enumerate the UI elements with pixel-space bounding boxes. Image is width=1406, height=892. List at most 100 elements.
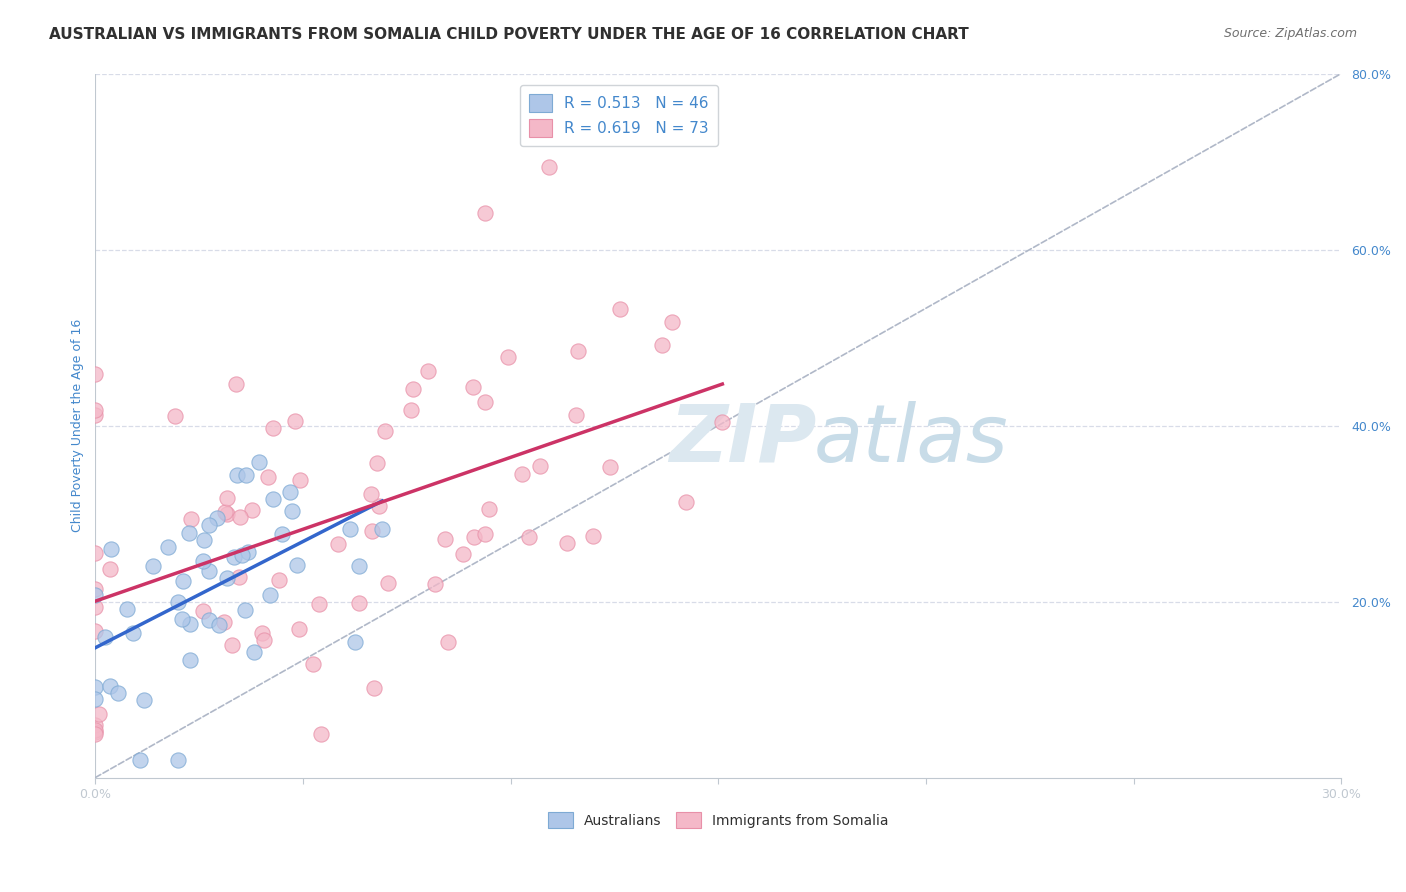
Point [129, 753, 152, 767]
Point [537, 161, 560, 175]
Point [84, 723, 107, 737]
Point [240, 503, 263, 517]
Point [343, 635, 366, 649]
Point [377, 576, 399, 591]
Point [347, 596, 370, 610]
Point [193, 533, 215, 547]
Point [374, 424, 396, 438]
Point [288, 473, 311, 487]
Point [262, 491, 284, 506]
Point [179, 525, 201, 540]
Point [269, 573, 291, 587]
Point [243, 645, 266, 659]
Point [212, 615, 235, 629]
Point [217, 491, 239, 505]
Point [436, 635, 458, 649]
Point [474, 394, 496, 409]
Point [94, 631, 117, 645]
Point [565, 408, 588, 422]
Point [284, 414, 307, 428]
Point [599, 460, 621, 475]
Point [228, 570, 250, 584]
Point [451, 547, 474, 561]
Point [84, 403, 107, 417]
Point [84, 546, 107, 560]
Point [167, 753, 190, 767]
Point [278, 484, 301, 499]
Point [179, 653, 201, 667]
Point [349, 558, 371, 573]
Point [711, 415, 734, 429]
Point [235, 467, 257, 482]
Point [675, 494, 697, 508]
Point [287, 622, 309, 636]
Point [262, 421, 284, 435]
Point [238, 544, 260, 558]
Point [84, 691, 107, 706]
Point [519, 530, 541, 544]
Point [215, 507, 238, 521]
Point [84, 624, 107, 639]
Point [271, 527, 294, 541]
Point [84, 408, 107, 422]
Point [84, 718, 107, 732]
Point [98, 679, 121, 693]
Point [651, 338, 673, 352]
Point [463, 530, 485, 544]
Point [309, 726, 332, 740]
Point [463, 380, 485, 394]
Point [157, 541, 180, 555]
Point [557, 536, 579, 550]
Point [249, 455, 271, 469]
Point [308, 597, 330, 611]
Legend: Australians, Immigrants from Somalia: Australians, Immigrants from Somalia [543, 806, 894, 834]
Point [193, 554, 215, 568]
Point [399, 403, 422, 417]
Point [198, 565, 221, 579]
Point [281, 504, 304, 518]
Point [257, 470, 280, 484]
Point [84, 588, 107, 602]
Point [285, 558, 308, 573]
Point [231, 548, 253, 562]
Point [208, 617, 231, 632]
Point [198, 517, 221, 532]
Point [222, 549, 245, 564]
Point [180, 512, 202, 526]
Point [423, 576, 446, 591]
Point [193, 604, 215, 618]
Point [107, 686, 129, 700]
Point [205, 510, 228, 524]
Text: atlas: atlas [814, 401, 1010, 479]
Point [221, 638, 243, 652]
Point [371, 522, 394, 536]
Point [167, 595, 190, 609]
Point [87, 706, 110, 721]
Point [416, 363, 439, 377]
Point [326, 537, 349, 551]
Text: Source: ZipAtlas.com: Source: ZipAtlas.com [1223, 27, 1357, 40]
Point [529, 458, 551, 473]
Point [179, 616, 201, 631]
Text: AUSTRALIAN VS IMMIGRANTS FROM SOMALIA CHILD POVERTY UNDER THE AGE OF 16 CORRELAT: AUSTRALIAN VS IMMIGRANTS FROM SOMALIA CH… [49, 27, 969, 42]
Point [134, 693, 156, 707]
Point [142, 558, 165, 573]
Point [84, 725, 107, 739]
Point [609, 301, 631, 316]
Point [214, 505, 236, 519]
Point [474, 206, 496, 220]
Point [172, 574, 194, 589]
Point [474, 527, 496, 541]
Point [226, 467, 249, 482]
Point [360, 486, 382, 500]
Point [581, 529, 603, 543]
Point [233, 603, 256, 617]
Point [250, 625, 273, 640]
Point [496, 350, 519, 364]
Point [363, 681, 385, 695]
Point [339, 522, 361, 536]
Point [402, 382, 425, 396]
Point [567, 344, 589, 359]
Point [368, 500, 391, 514]
Point [217, 571, 239, 585]
